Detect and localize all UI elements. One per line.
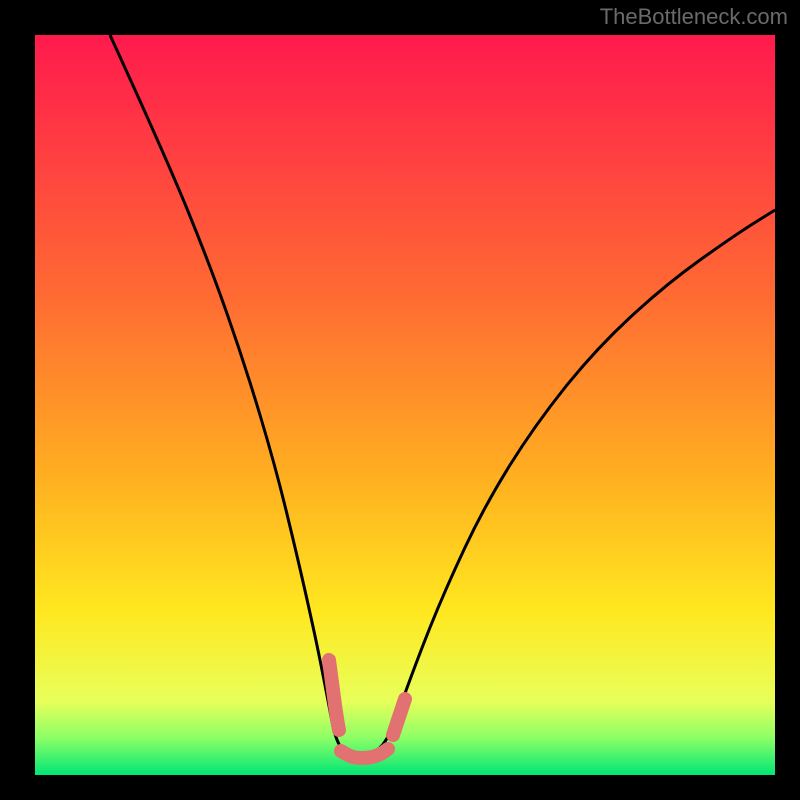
marker-seg-2	[393, 699, 405, 735]
bottleneck-curve-right	[395, 210, 775, 721]
marker-seg-0	[329, 660, 339, 730]
watermark-text: TheBottleneck.com	[600, 4, 788, 30]
chart-container: TheBottleneck.com	[0, 0, 800, 800]
curves-svg	[35, 35, 775, 775]
plot-area	[35, 35, 775, 775]
marker-seg-1	[341, 749, 388, 758]
bottleneck-curve	[110, 35, 333, 727]
